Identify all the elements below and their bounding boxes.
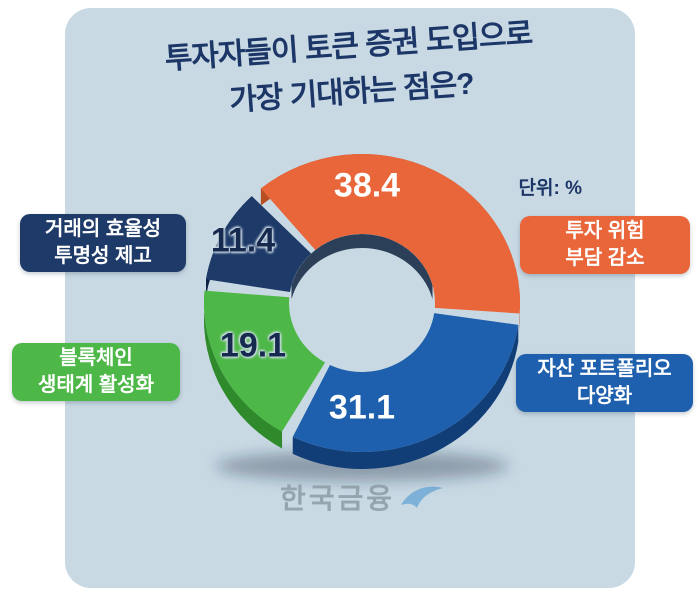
callout-blockchain: 블록체인 생태계 활성화 bbox=[12, 343, 180, 401]
callout-portfolio-line2: 다양화 bbox=[576, 385, 633, 407]
unit-label: 단위: % bbox=[518, 178, 582, 199]
card-background bbox=[65, 8, 635, 588]
callout-risk-reduction-line2: 부담 감소 bbox=[565, 247, 645, 269]
value-label-risk-reduction: 38.4 bbox=[333, 166, 401, 205]
callout-efficiency-line2: 투명성 제고 bbox=[54, 245, 152, 267]
callout-blockchain-line1: 블록체인 bbox=[59, 347, 133, 369]
value-label-portfolio: 31.1 bbox=[328, 388, 396, 427]
callout-blockchain-line2: 생태계 활성화 bbox=[38, 374, 154, 396]
watermark-swoosh-icon bbox=[401, 486, 444, 508]
watermark: 한국금융 bbox=[280, 477, 445, 517]
callout-efficiency: 거래의 효율성 투명성 제고 bbox=[20, 214, 186, 272]
value-label-blockchain: 19.1 bbox=[219, 326, 287, 365]
callout-portfolio-line1: 자산 포트폴리오 bbox=[537, 358, 672, 380]
callout-risk-reduction: 투자 위험 부담 감소 bbox=[520, 216, 690, 274]
value-label-efficiency: 11.4 bbox=[210, 221, 276, 260]
watermark-text: 한국금융 bbox=[280, 483, 396, 514]
callout-risk-reduction-line1: 투자 위험 bbox=[565, 220, 645, 242]
callout-efficiency-line1: 거래의 효율성 bbox=[45, 218, 161, 240]
callout-portfolio: 자산 포트폴리오 다양화 bbox=[516, 354, 693, 412]
